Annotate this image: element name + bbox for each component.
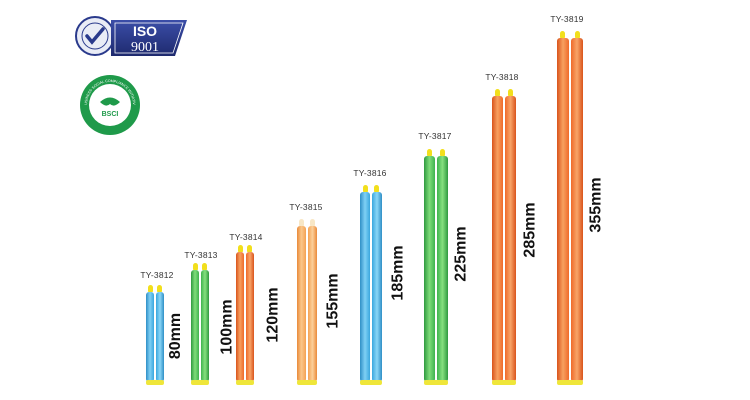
clip-rod <box>156 292 164 382</box>
clip-pin <box>508 89 513 96</box>
clip-pin <box>560 31 565 38</box>
svg-text:Member of BSCI: Member of BSCI <box>96 116 125 125</box>
clip-ty3812 <box>146 285 164 385</box>
size-label-ty3812: 80mm <box>167 312 185 360</box>
model-label-ty3816: TY-3816 <box>353 168 387 178</box>
size-label-ty3816: 185mm <box>389 245 407 301</box>
clip-pin <box>238 245 243 252</box>
model-label-ty3818: TY-3818 <box>485 72 519 82</box>
clip-ty3814 <box>236 245 254 385</box>
clip-rod <box>246 252 254 382</box>
model-label-ty3815: TY-3815 <box>289 202 323 212</box>
model-label-ty3819: TY-3819 <box>550 14 584 24</box>
clip-rod <box>146 292 154 382</box>
clip-pin <box>247 245 252 252</box>
clip-pin <box>495 89 500 96</box>
clip-pin <box>440 149 445 156</box>
clip-ty3818 <box>492 89 516 385</box>
size-label-ty3814: 120mm <box>264 287 282 343</box>
clip-pin <box>299 219 304 226</box>
clip-rod <box>372 192 382 382</box>
bsci-member-text: Member of BSCI <box>96 116 125 125</box>
size-label-ty3813: 100mm <box>218 299 236 355</box>
clip-rod <box>191 270 199 382</box>
clip-pin <box>202 263 207 270</box>
clip-ty3813 <box>191 263 209 385</box>
clip-rod <box>424 156 435 382</box>
clip-rod <box>571 38 583 382</box>
model-label-ty3814: TY-3814 <box>229 232 263 242</box>
size-label-ty3819: 355mm <box>587 177 605 233</box>
clip-rod <box>492 96 503 382</box>
clip-rod <box>437 156 448 382</box>
bsci-text: BSCI <box>102 111 119 118</box>
clip-foot <box>236 380 254 385</box>
clip-foot <box>492 380 516 385</box>
clip-ty3817 <box>424 149 448 385</box>
clip-rod <box>308 226 317 382</box>
model-label-ty3817: TY-3817 <box>418 131 452 141</box>
clip-pin <box>427 149 432 156</box>
clip-ty3816 <box>360 185 382 385</box>
clip-rod <box>557 38 569 382</box>
clip-foot <box>297 380 317 385</box>
bsci-logo: BSCI BUSINESS SOCIAL COMPLIANCE INITIATI… <box>79 74 140 135</box>
clip-rod <box>297 226 306 382</box>
iso-text: ISO <box>133 23 157 39</box>
clip-ty3815 <box>297 219 317 385</box>
model-label-ty3813: TY-3813 <box>184 250 218 260</box>
clip-pin <box>575 31 580 38</box>
size-label-ty3817: 225mm <box>452 226 470 282</box>
clip-pin <box>374 185 379 192</box>
iso-9001-logo: ISO 9001 <box>75 16 187 56</box>
clip-pin <box>157 285 162 292</box>
clip-foot <box>557 380 583 385</box>
clip-pin <box>193 263 198 270</box>
iso-number: 9001 <box>131 40 159 55</box>
clip-pin <box>310 219 315 226</box>
clip-pin <box>148 285 153 292</box>
size-label-ty3815: 155mm <box>324 273 342 329</box>
clip-rod <box>360 192 370 382</box>
clip-rod <box>505 96 516 382</box>
clip-foot <box>146 380 164 385</box>
clip-rod <box>236 252 244 382</box>
clip-ty3819 <box>557 31 583 385</box>
clip-rod <box>201 270 209 382</box>
clip-foot <box>360 380 382 385</box>
size-label-ty3818: 285mm <box>521 202 539 258</box>
clip-pin <box>363 185 368 192</box>
clip-foot <box>424 380 448 385</box>
clip-foot <box>191 380 209 385</box>
model-label-ty3812: TY-3812 <box>140 270 174 280</box>
